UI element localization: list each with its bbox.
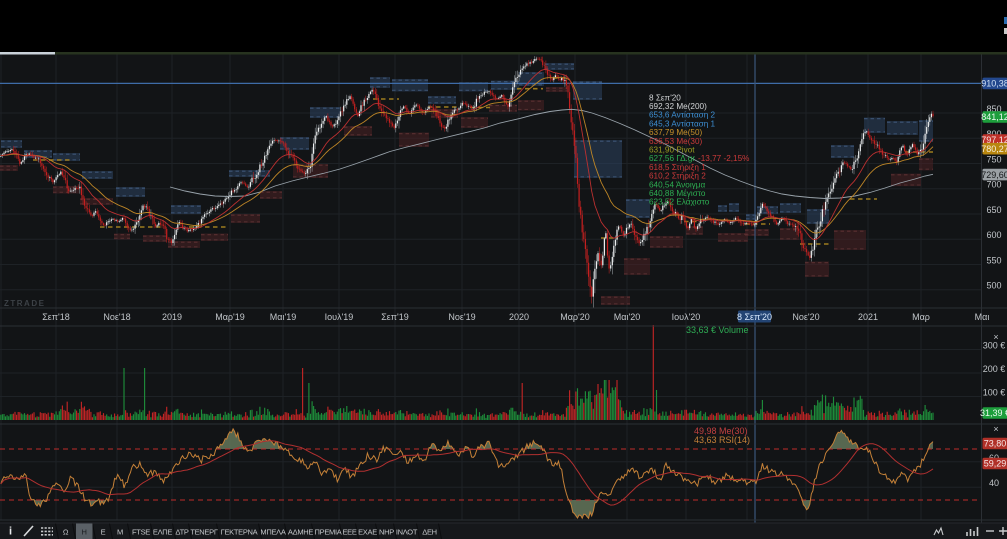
svg-text:33,63 € Volume: 33,63 € Volume [686,325,749,335]
svg-text:8 Σεπ'20: 8 Σεπ'20 [737,312,772,322]
svg-text:40: 40 [989,478,999,488]
svg-text:Μαρ: Μαρ [912,312,930,322]
svg-text:ΕΧΑΕ: ΕΧΑΕ [358,528,377,537]
svg-text:640,54 Άνοιγμα: 640,54 Άνοιγμα [649,180,705,189]
svg-text:×: × [993,424,998,434]
svg-text:636,53 Me(30): 636,53 Me(30) [649,137,703,146]
svg-text:780,27: 780,27 [981,144,1007,154]
svg-text:Η: Η [81,528,86,537]
svg-text:ΜΠΕΛΑ: ΜΠΕΛΑ [260,528,285,537]
svg-text:640,88 Μέγιστο: 640,88 Μέγιστο [649,189,706,198]
svg-text:618,5 Στήριξη 1: 618,5 Στήριξη 1 [649,163,706,172]
svg-text:850: 850 [986,104,1001,114]
svg-text:2019: 2019 [162,312,182,322]
svg-text:Μαρ'20: Μαρ'20 [560,312,590,322]
svg-text:8 Σεπ'20: 8 Σεπ'20 [649,93,681,102]
svg-text:ΕΛΠΕ: ΕΛΠΕ [153,528,173,537]
svg-text:Μαι'19: Μαι'19 [270,312,296,322]
svg-text:910,38: 910,38 [981,79,1007,89]
svg-text:500: 500 [986,281,1001,291]
svg-text:610,2 Στήριξη 2: 610,2 Στήριξη 2 [649,172,706,181]
svg-text:700: 700 [986,180,1001,190]
svg-text:ZTRADE: ZTRADE [4,299,45,308]
svg-text:100 €: 100 € [983,388,1006,398]
svg-text:Νοε'18: Νοε'18 [103,312,130,322]
svg-text:Σεπ'18: Σεπ'18 [42,312,70,322]
svg-text:Μ: Μ [117,528,123,537]
svg-text:Νοε'19: Νοε'19 [448,312,475,322]
svg-text:841,12: 841,12 [981,112,1007,122]
svg-text:49,98 Me(30): 49,98 Me(30) [694,426,748,436]
svg-text:ΙΝΛΟΤ: ΙΝΛΟΤ [396,528,418,537]
svg-text:Νοε'20: Νοε'20 [792,312,819,322]
svg-text:ΕΕΕ: ΕΕΕ [342,528,356,537]
svg-text:43,63 RSI(14): 43,63 RSI(14) [694,435,750,445]
svg-text:59,29: 59,29 [984,459,1007,469]
svg-text:Ιουλ'20: Ιουλ'20 [672,312,701,322]
svg-text:Μαι: Μαι [975,312,990,322]
svg-text:ΠΡΕΜΙΑ: ΠΡΕΜΙΑ [315,528,342,537]
svg-text:200 €: 200 € [983,364,1006,374]
svg-text:300 €: 300 € [983,341,1006,351]
svg-text:797,12: 797,12 [981,135,1007,145]
svg-text:ΝΗΡ: ΝΗΡ [379,528,394,537]
svg-text:ΓΕΚΤΕΡΝΑ: ΓΕΚΤΕΡΝΑ [221,528,258,537]
svg-text:×: × [993,332,998,342]
svg-text:73,80: 73,80 [984,439,1007,449]
svg-text:Ε: Ε [101,528,106,537]
svg-text:i: i [9,526,12,538]
svg-text:631,90 Pivot: 631,90 Pivot [649,146,695,155]
svg-text:550: 550 [986,256,1001,266]
svg-text:653,6 Αντίσταση 2: 653,6 Αντίσταση 2 [649,111,716,120]
svg-text:623,52 Ελάχιστο: 623,52 Ελάχιστο [649,198,710,207]
svg-text:750: 750 [986,155,1001,165]
svg-text:650: 650 [986,205,1001,215]
svg-text:Ιουλ'19: Ιουλ'19 [325,312,354,322]
svg-text:2021: 2021 [858,312,878,322]
svg-text:Μαι'20: Μαι'20 [614,312,640,322]
svg-text:637,79 Me(50): 637,79 Me(50) [649,128,703,137]
svg-text:Ω: Ω [63,528,69,537]
svg-text:ΑΔΜΗΕ: ΑΔΜΗΕ [288,528,313,537]
svg-text:ΔΕΗ: ΔΕΗ [422,528,437,537]
svg-text:ΤΕΝΕΡΓ: ΤΕΝΕΡΓ [190,528,218,537]
svg-text:Σεπ'19: Σεπ'19 [381,312,409,322]
svg-text:645,3 Αντίσταση 1: 645,3 Αντίσταση 1 [649,119,716,128]
svg-text:31,39 €: 31,39 € [980,408,1007,418]
svg-text:-13,77 -2,15%: -13,77 -2,15% [698,154,749,163]
svg-text:627,56 ΓΔ.gr: 627,56 ΓΔ.gr [649,154,695,163]
svg-text:600: 600 [986,230,1001,240]
svg-text:ΔΤΡ: ΔΤΡ [175,528,189,537]
svg-text:2020: 2020 [509,312,529,322]
svg-text:729,60: 729,60 [981,170,1007,180]
svg-text:Μαρ'19: Μαρ'19 [215,312,245,322]
svg-text:FTSE: FTSE [132,528,150,537]
svg-text:692,32 Me(200): 692,32 Me(200) [649,102,707,111]
